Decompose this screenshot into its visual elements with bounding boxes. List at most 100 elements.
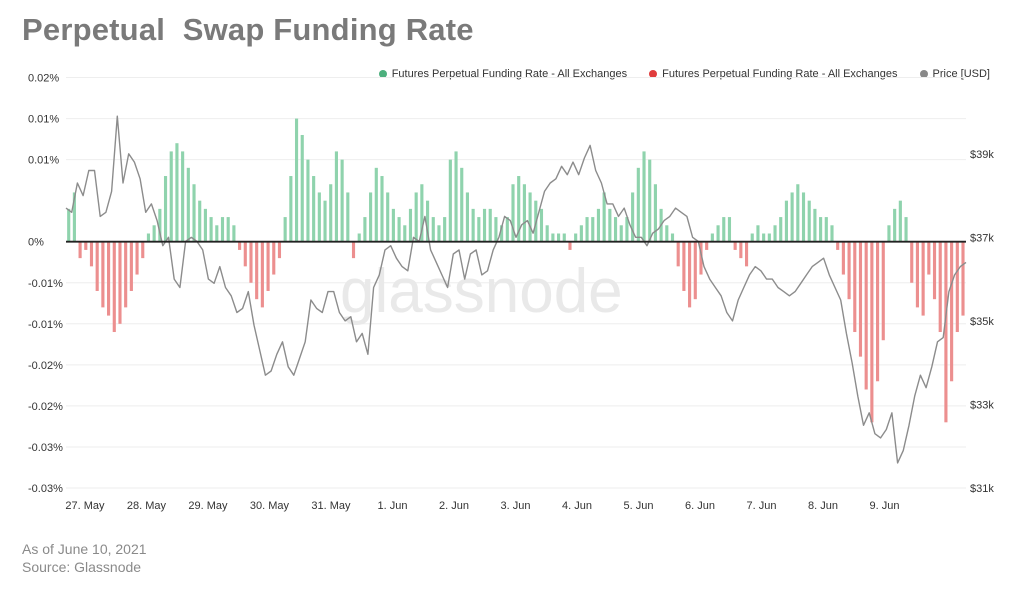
funding-bar-negative bbox=[864, 241, 868, 390]
funding-bar-negative bbox=[841, 241, 845, 275]
y-left-tick-label: 0% bbox=[28, 237, 44, 249]
funding-bar-positive bbox=[608, 208, 612, 242]
x-tick-label: 9. Jun bbox=[870, 500, 900, 512]
funding-bar-negative bbox=[112, 241, 116, 333]
funding-bar-positive bbox=[67, 208, 71, 242]
y-left-tick-label: 0.01% bbox=[28, 114, 59, 126]
funding-bar-negative bbox=[129, 241, 133, 291]
funding-bar-negative bbox=[260, 241, 264, 308]
funding-bar-positive bbox=[619, 225, 623, 242]
funding-bar-positive bbox=[898, 200, 902, 242]
x-tick-label: 6. Jun bbox=[685, 500, 715, 512]
funding-bar-positive bbox=[562, 233, 566, 242]
y-right-tick-label: $39k bbox=[970, 149, 994, 161]
legend-item-negative-funding[interactable]: Futures Perpetual Funding Rate - All Exc… bbox=[649, 68, 898, 80]
funding-bar-positive bbox=[152, 225, 156, 242]
funding-bar-positive bbox=[670, 233, 675, 242]
funding-bar-positive bbox=[648, 159, 652, 242]
x-tick-label: 29. May bbox=[188, 500, 228, 512]
funding-bar-positive bbox=[722, 217, 726, 242]
x-tick-label: 31. May bbox=[311, 500, 351, 512]
funding-bar-positive bbox=[482, 208, 487, 242]
funding-bar-positive bbox=[454, 151, 458, 242]
funding-bar-positive bbox=[813, 208, 817, 242]
funding-bar-negative bbox=[124, 241, 128, 308]
funding-bar-positive bbox=[226, 217, 230, 242]
funding-bar-positive bbox=[488, 208, 492, 242]
funding-bar-positive bbox=[369, 192, 373, 242]
funding-bar-positive bbox=[500, 225, 504, 242]
funding-bar-negative bbox=[858, 241, 863, 357]
funding-bar-positive bbox=[386, 192, 390, 242]
funding-bar-positive bbox=[522, 184, 526, 242]
funding-bar-positive bbox=[613, 217, 618, 242]
funding-bar-positive bbox=[220, 217, 225, 242]
y-right-tick-label: $31k bbox=[970, 483, 994, 495]
funding-bar-negative bbox=[733, 241, 737, 250]
x-tick-label: 5. Jun bbox=[624, 500, 654, 512]
funding-bar-positive bbox=[397, 217, 401, 242]
x-tick-label: 3. Jun bbox=[501, 500, 531, 512]
funding-bar-positive bbox=[557, 233, 561, 242]
funding-bar-positive bbox=[460, 167, 464, 242]
funding-bar-negative bbox=[135, 241, 139, 275]
funding-bar-negative bbox=[141, 241, 145, 259]
funding-bar-negative bbox=[950, 241, 954, 382]
funding-bar-positive bbox=[807, 200, 811, 242]
funding-bar-positive bbox=[773, 225, 777, 242]
funding-bar-positive bbox=[893, 208, 897, 242]
funding-bar-negative bbox=[676, 241, 680, 267]
funding-bar-positive bbox=[374, 167, 378, 242]
funding-bar-positive bbox=[636, 167, 640, 242]
funding-bar-negative bbox=[243, 241, 247, 267]
y-left-tick-label: -0.01% bbox=[28, 319, 63, 331]
footer-source: Source: Glassnode bbox=[22, 559, 142, 575]
legend-item-positive-funding[interactable]: Futures Perpetual Funding Rate - All Exc… bbox=[378, 68, 628, 80]
funding-bar-positive bbox=[727, 217, 732, 242]
funding-bar-negative bbox=[693, 241, 697, 300]
funding-bar-positive bbox=[169, 151, 173, 242]
funding-bar-negative bbox=[932, 241, 937, 300]
legend-dot-green bbox=[378, 70, 387, 78]
funding-bar-positive bbox=[329, 184, 333, 242]
funding-bar-negative bbox=[744, 241, 749, 267]
left-axis-ticks: 0.02% 0.01% 0.01% 0% -0.01% -0.01% -0.02% -0.02… bbox=[28, 73, 63, 495]
funding-bar-negative bbox=[266, 241, 270, 291]
legend-label-positive-funding: Futures Perpetual Funding Rate - All Exc… bbox=[391, 68, 628, 80]
y-right-tick-label: $35k bbox=[970, 316, 994, 328]
funding-bar-positive bbox=[784, 200, 788, 242]
funding-bar-negative bbox=[95, 241, 99, 291]
funding-bar-positive bbox=[357, 233, 361, 242]
funding-bar-positive bbox=[904, 217, 908, 242]
y-left-tick-label: -0.03% bbox=[28, 483, 63, 495]
funding-bar-positive bbox=[471, 208, 475, 242]
funding-bar-positive bbox=[545, 225, 549, 242]
funding-bar-positive bbox=[294, 118, 299, 242]
legend-item-price[interactable]: Price [USD] bbox=[919, 68, 990, 80]
funding-rate-bars bbox=[67, 118, 965, 423]
funding-bar-positive bbox=[317, 192, 321, 242]
funding-bar-positive bbox=[312, 176, 316, 242]
funding-bar-negative bbox=[238, 241, 242, 250]
funding-bar-positive bbox=[591, 217, 595, 242]
legend-label-price: Price [USD] bbox=[932, 68, 990, 80]
footer-date: As of June 10, 2021 bbox=[22, 541, 147, 557]
funding-bar-negative bbox=[688, 241, 692, 308]
funding-bar-positive bbox=[426, 200, 430, 242]
y-right-tick-label: $33k bbox=[970, 399, 994, 411]
funding-bar-positive bbox=[779, 217, 783, 242]
funding-bar-negative bbox=[870, 241, 874, 423]
y-left-tick-label: -0.01% bbox=[28, 278, 63, 290]
funding-bar-positive bbox=[767, 233, 771, 242]
funding-bar-negative bbox=[836, 241, 840, 250]
funding-bar-positive bbox=[340, 159, 344, 242]
x-tick-label: 4. Jun bbox=[562, 500, 592, 512]
funding-bar-positive bbox=[334, 151, 338, 242]
funding-bar-positive bbox=[283, 217, 287, 242]
x-tick-label: 28. May bbox=[127, 500, 167, 512]
funding-bar-negative bbox=[682, 241, 686, 291]
funding-bar-positive bbox=[517, 176, 521, 242]
funding-bar-negative bbox=[876, 241, 880, 382]
funding-bar-positive bbox=[163, 176, 168, 242]
